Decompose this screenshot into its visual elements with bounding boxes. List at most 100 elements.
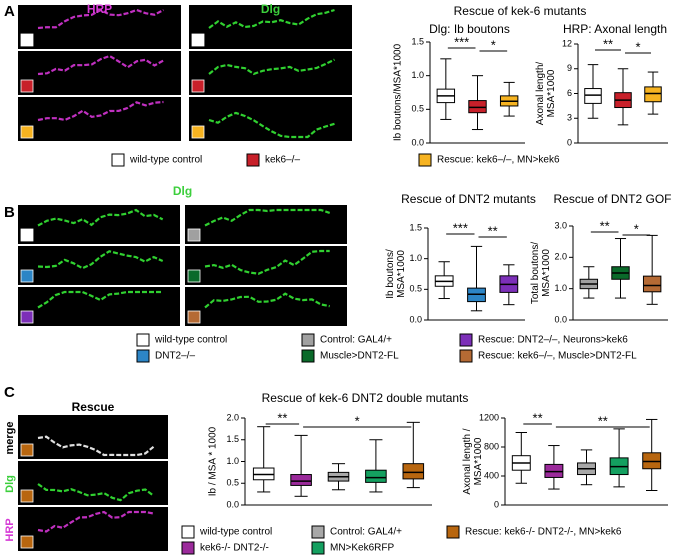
y-axis-label: Ib boutons/ bbox=[385, 249, 396, 299]
micrograph bbox=[18, 415, 168, 459]
y-axis-label: MSA*1000 bbox=[396, 250, 407, 298]
legend-swatch bbox=[111, 153, 125, 167]
legend-swatch bbox=[301, 349, 315, 363]
y-tick-label: 400 bbox=[484, 470, 499, 480]
box bbox=[290, 474, 312, 486]
row-label: HRP bbox=[4, 518, 16, 541]
genotype-swatch bbox=[20, 79, 34, 93]
legend-label: Rescue: DNT2–/–, Neurons>kek6 bbox=[478, 335, 628, 346]
y-tick-label: 0.5 bbox=[409, 284, 422, 294]
legend-label: Muscle>DNT2-FL bbox=[320, 351, 399, 362]
row-label: merge bbox=[4, 421, 16, 454]
micrograph bbox=[185, 287, 347, 326]
genotype-swatch bbox=[191, 79, 205, 93]
stain-label: Dlg bbox=[173, 184, 192, 198]
y-tick-label: 1.5 bbox=[226, 434, 239, 444]
y-tick-label: 1.0 bbox=[226, 456, 239, 466]
genotype-swatch bbox=[187, 310, 201, 324]
significance-label: *** bbox=[454, 34, 469, 49]
y-tick-label: 2.0 bbox=[554, 252, 567, 262]
y-tick-label: 1.5 bbox=[411, 36, 424, 46]
y-axis-label: MSA*1000 bbox=[541, 249, 552, 297]
y-tick-label: 3 bbox=[567, 113, 572, 123]
y-axis-label: Ib boutons/MSA*1000 bbox=[393, 43, 404, 141]
panel-letter: C bbox=[4, 384, 15, 401]
nerve-terminal bbox=[208, 8, 335, 29]
chart-title: HRP: Axonal length bbox=[563, 22, 667, 36]
chart-title: Dlg: Ib boutons bbox=[429, 22, 510, 36]
stain-label: Dlg bbox=[261, 2, 280, 16]
genotype-swatch bbox=[20, 443, 34, 457]
y-tick-label: 12 bbox=[562, 38, 572, 48]
legend-label: DNT2–/– bbox=[155, 351, 195, 362]
significance-label: * bbox=[491, 37, 496, 52]
genotype-swatch bbox=[20, 269, 34, 283]
significance-label: *** bbox=[453, 220, 468, 235]
y-axis-label: MSA*1000 bbox=[473, 437, 484, 485]
stain-label: HRP bbox=[87, 2, 112, 16]
nerve-terminal bbox=[208, 111, 335, 139]
y-tick-label: 2.0 bbox=[226, 412, 239, 422]
nerve-terminal bbox=[37, 250, 164, 270]
legend-label: Control: GAL4/+ bbox=[320, 335, 392, 346]
legend-swatch bbox=[446, 525, 460, 539]
genotype-swatch bbox=[20, 489, 34, 503]
nerve-terminal bbox=[37, 54, 165, 76]
nerve-terminal bbox=[204, 249, 330, 275]
y-tick-label: 0.5 bbox=[226, 478, 239, 488]
y-tick-label: 3.0 bbox=[554, 220, 567, 230]
panel-title: Rescue of kek-6 mutants bbox=[454, 4, 587, 18]
legend-swatch bbox=[181, 525, 195, 539]
y-axis-label: MSA*1000 bbox=[546, 69, 557, 117]
panel-letter: A bbox=[4, 3, 15, 20]
genotype-swatch bbox=[191, 33, 205, 47]
significance-label: * bbox=[634, 221, 639, 236]
box bbox=[642, 275, 662, 293]
legend-label: Rescue: kek6–/–, Muscle>DNT2-FL bbox=[478, 351, 637, 362]
genotype-swatch bbox=[20, 125, 34, 139]
significance-label: ** bbox=[598, 413, 608, 428]
legend-label: kek6-/- DNT2-/- bbox=[200, 543, 269, 554]
y-axis-label: Ib / MSA * 1000 bbox=[208, 426, 219, 496]
legend-swatch bbox=[136, 349, 150, 363]
genotype-swatch bbox=[20, 33, 34, 47]
micrograph bbox=[18, 287, 180, 326]
significance-label: ** bbox=[600, 218, 610, 233]
panel-letter: B bbox=[4, 204, 15, 221]
legend-swatch bbox=[311, 525, 325, 539]
legend-label: kek6–/– bbox=[265, 155, 300, 166]
nerve-terminal bbox=[37, 290, 163, 309]
chart-title: Rescue of DNT2 mutants bbox=[401, 192, 536, 206]
legend-swatch bbox=[301, 333, 315, 347]
nerve-terminal bbox=[37, 208, 164, 227]
nerve-terminal bbox=[37, 435, 155, 457]
stain-label: Rescue bbox=[72, 400, 115, 414]
legend-label: wild-type control bbox=[129, 155, 202, 166]
y-axis-label: Total boutons/ bbox=[530, 242, 541, 304]
genotype-swatch bbox=[187, 269, 201, 283]
legend-swatch bbox=[136, 333, 150, 347]
y-tick-label: 1200 bbox=[479, 412, 499, 422]
legend-swatch bbox=[246, 153, 260, 167]
y-tick-label: 800 bbox=[484, 441, 499, 451]
legend-swatch bbox=[459, 333, 473, 347]
box bbox=[644, 86, 662, 103]
y-tick-label: 1.0 bbox=[411, 70, 424, 80]
y-tick-label: 0.0 bbox=[554, 314, 567, 324]
genotype-swatch bbox=[20, 228, 34, 242]
legend-label: Rescue: kek6-/- DNT2-/-, MN>kek6 bbox=[465, 527, 622, 538]
significance-label: ** bbox=[533, 410, 543, 425]
legend-label: wild-type control bbox=[199, 527, 272, 538]
nerve-terminal bbox=[208, 58, 335, 76]
genotype-swatch bbox=[191, 125, 205, 139]
nerve-terminal bbox=[37, 100, 164, 122]
y-tick-label: 0 bbox=[567, 137, 572, 147]
y-tick-label: 0.0 bbox=[411, 137, 424, 147]
legend-label: wild-type control bbox=[154, 335, 227, 346]
significance-label: ** bbox=[488, 223, 498, 238]
legend-label: Control: GAL4/+ bbox=[330, 527, 402, 538]
significance-label: ** bbox=[277, 410, 287, 425]
nerve-terminal bbox=[204, 208, 331, 227]
box bbox=[584, 88, 602, 104]
